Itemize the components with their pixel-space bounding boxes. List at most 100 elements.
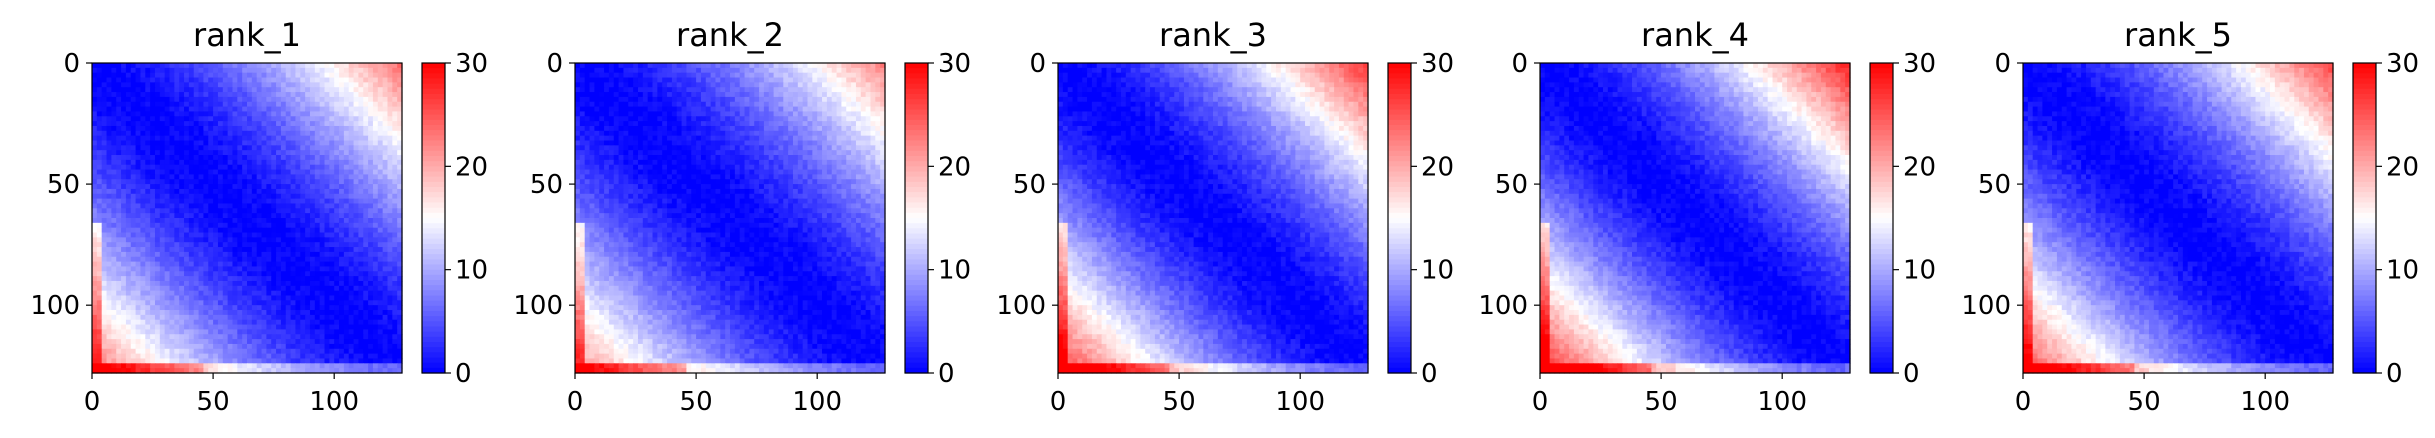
heatmap-cell [213, 155, 219, 161]
heatmap-cell [92, 227, 98, 234]
heatmap-cell [227, 329, 234, 335]
heatmap-cell [343, 276, 350, 282]
heatmap-cell [300, 290, 306, 297]
heatmap-cell [261, 242, 267, 248]
heatmap-cell [130, 271, 137, 277]
heatmap-cell [792, 121, 799, 127]
heatmap-cell [392, 188, 398, 195]
heatmap-cell [343, 174, 350, 180]
heatmap-cell [116, 256, 122, 263]
heatmap-cell [261, 222, 267, 229]
heatmap-cell [154, 116, 161, 122]
heatmap-cell [184, 353, 190, 360]
heatmap-cell [247, 222, 253, 229]
heatmap-cell [339, 285, 345, 292]
heatmap-cell [305, 150, 311, 156]
heatmap-cell [348, 266, 355, 272]
heatmap-cell [329, 319, 335, 326]
heatmap-cell [382, 188, 389, 195]
heatmap-cell [213, 72, 219, 79]
heatmap-cell [242, 300, 248, 306]
heatmap-cell [256, 198, 263, 205]
heatmap-cell [96, 72, 103, 79]
heatmap-cell [314, 140, 321, 146]
heatmap-cell [198, 305, 204, 311]
heatmap-cell [334, 77, 340, 83]
heatmap-cell [276, 179, 282, 185]
heatmap-cell [150, 106, 156, 113]
heatmap-cell [647, 87, 654, 93]
heatmap-cell [247, 290, 253, 297]
heatmap-cell [604, 72, 610, 79]
heatmap-cell [382, 125, 389, 132]
heatmap-cell [145, 261, 151, 268]
heatmap-cell [290, 319, 297, 326]
heatmap-cell [154, 188, 161, 195]
heatmap-cell [232, 339, 238, 345]
heatmap-cell [154, 276, 161, 282]
heatmap-cell [314, 218, 321, 224]
heatmap-cell [324, 121, 330, 127]
heatmap-cell [106, 72, 112, 79]
heatmap-cell [285, 169, 292, 175]
heatmap-cell [159, 116, 166, 122]
heatmap-cell [280, 256, 287, 263]
heatmap-cell [387, 92, 393, 98]
heatmap-cell [734, 82, 741, 88]
colorbar-segment [422, 331, 445, 338]
heatmap-cell [691, 82, 697, 88]
heatmap-cell [382, 290, 389, 297]
heatmap-cell [232, 87, 238, 93]
heatmap-cell [334, 130, 340, 137]
heatmap-cell [217, 280, 224, 287]
heatmap-cell [334, 135, 340, 142]
heatmap-cell [589, 92, 595, 98]
colorbar-segment [422, 295, 445, 302]
heatmap-cell [358, 334, 364, 340]
heatmap-cell [720, 106, 726, 113]
heatmap-cell [305, 266, 311, 272]
heatmap-cell [198, 174, 204, 180]
heatmap-cell [193, 188, 200, 195]
heatmap-cell [290, 353, 297, 360]
heatmap-cell [130, 227, 137, 234]
heatmap-cell [184, 135, 190, 142]
heatmap-cell [387, 280, 393, 287]
heatmap-cell [130, 155, 137, 161]
heatmap-cell [392, 164, 398, 171]
heatmap-cell [135, 82, 142, 88]
heatmap-cell [599, 77, 605, 83]
heatmap-cell [125, 266, 132, 272]
heatmap-cell [812, 92, 818, 98]
heatmap-cell [222, 92, 229, 98]
heatmap-cell [130, 198, 137, 205]
heatmap-cell [329, 368, 335, 374]
heatmap-cell [125, 184, 132, 190]
heatmap-cell [121, 343, 127, 350]
heatmap-cell [106, 266, 112, 272]
heatmap-cell [135, 358, 142, 364]
heatmap-cell [174, 188, 180, 195]
heatmap-cell [174, 232, 180, 238]
heatmap-cell [159, 121, 166, 127]
heatmap-cell [271, 140, 277, 146]
heatmap-cell [377, 150, 384, 156]
heatmap-cell [150, 251, 156, 258]
heatmap-cell [368, 159, 374, 166]
heatmap-cell [314, 285, 321, 292]
heatmap-cell [329, 232, 335, 238]
heatmap-cell [169, 184, 175, 190]
heatmap-cell [193, 266, 200, 272]
heatmap-cell [696, 87, 702, 93]
heatmap-cell [193, 329, 200, 335]
heatmap-cell [198, 140, 204, 146]
heatmap-cell [193, 310, 200, 316]
heatmap-cell [368, 72, 374, 79]
heatmap-cell [266, 305, 272, 311]
heatmap-cell [217, 324, 224, 330]
heatmap-cell [266, 130, 272, 137]
heatmap-cell [309, 290, 316, 297]
heatmap-cell [792, 101, 799, 108]
heatmap-cell [309, 72, 316, 79]
heatmap-cell [382, 285, 389, 292]
